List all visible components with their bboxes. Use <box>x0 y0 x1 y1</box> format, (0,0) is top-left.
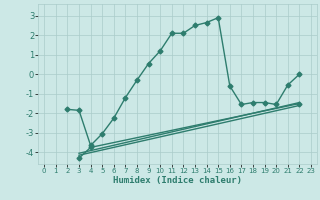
X-axis label: Humidex (Indice chaleur): Humidex (Indice chaleur) <box>113 176 242 185</box>
